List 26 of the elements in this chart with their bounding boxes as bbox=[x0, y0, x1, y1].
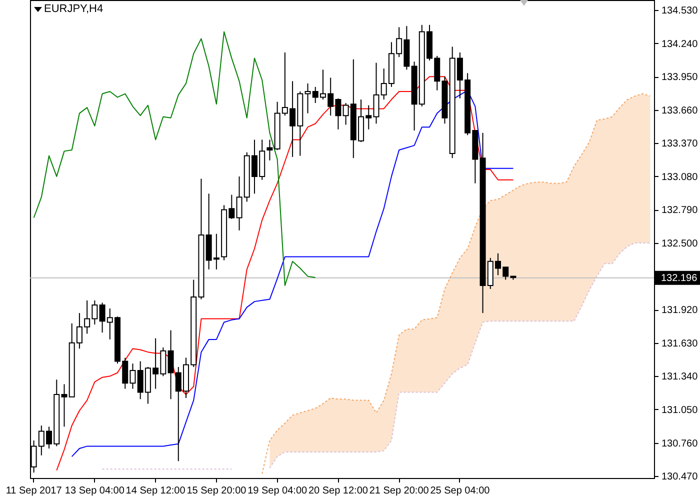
y-tick-label: 133.950 bbox=[662, 72, 698, 84]
y-tick-label: 132.790 bbox=[662, 205, 698, 216]
y-tick-label: 131.920 bbox=[662, 305, 698, 316]
y-tick-label: 133.660 bbox=[662, 105, 698, 116]
chart-title: EURJPY,H4 bbox=[44, 3, 104, 15]
y-tick-label: 133.370 bbox=[662, 138, 698, 150]
x-tick-label: 20 Sep 12:00 bbox=[308, 486, 368, 496]
x-tick-label: 19 Sep 04:00 bbox=[248, 486, 308, 496]
x-tick-label: 21 Sep 20:00 bbox=[369, 486, 430, 496]
x-tick-label: 13 Sep 04:00 bbox=[64, 486, 125, 496]
y-tick-label: 132.500 bbox=[662, 238, 698, 250]
y-tick-label: 133.080 bbox=[662, 172, 698, 183]
x-tick-label: 11 Sep 2017 bbox=[6, 486, 62, 496]
y-tick-label: 134.530 bbox=[662, 5, 698, 16]
y-tick-label: 131.630 bbox=[662, 338, 698, 350]
candlestick bbox=[266, 139, 273, 161]
y-tick-label: 134.240 bbox=[662, 38, 698, 50]
ref-line-label: 132.196 bbox=[661, 272, 698, 284]
y-tick-label: 131.050 bbox=[662, 404, 698, 416]
y-tick-label: 130.470 bbox=[662, 472, 698, 483]
x-tick-label: 14 Sep 12:00 bbox=[126, 486, 186, 496]
x-tick-label: 25 Sep 04:00 bbox=[430, 486, 490, 496]
y-tick-label: 130.760 bbox=[662, 438, 698, 450]
x-tick-label: 15 Sep 20:00 bbox=[186, 486, 247, 496]
y-tick-label: 131.340 bbox=[662, 372, 698, 383]
line-series bbox=[33, 31, 316, 286]
